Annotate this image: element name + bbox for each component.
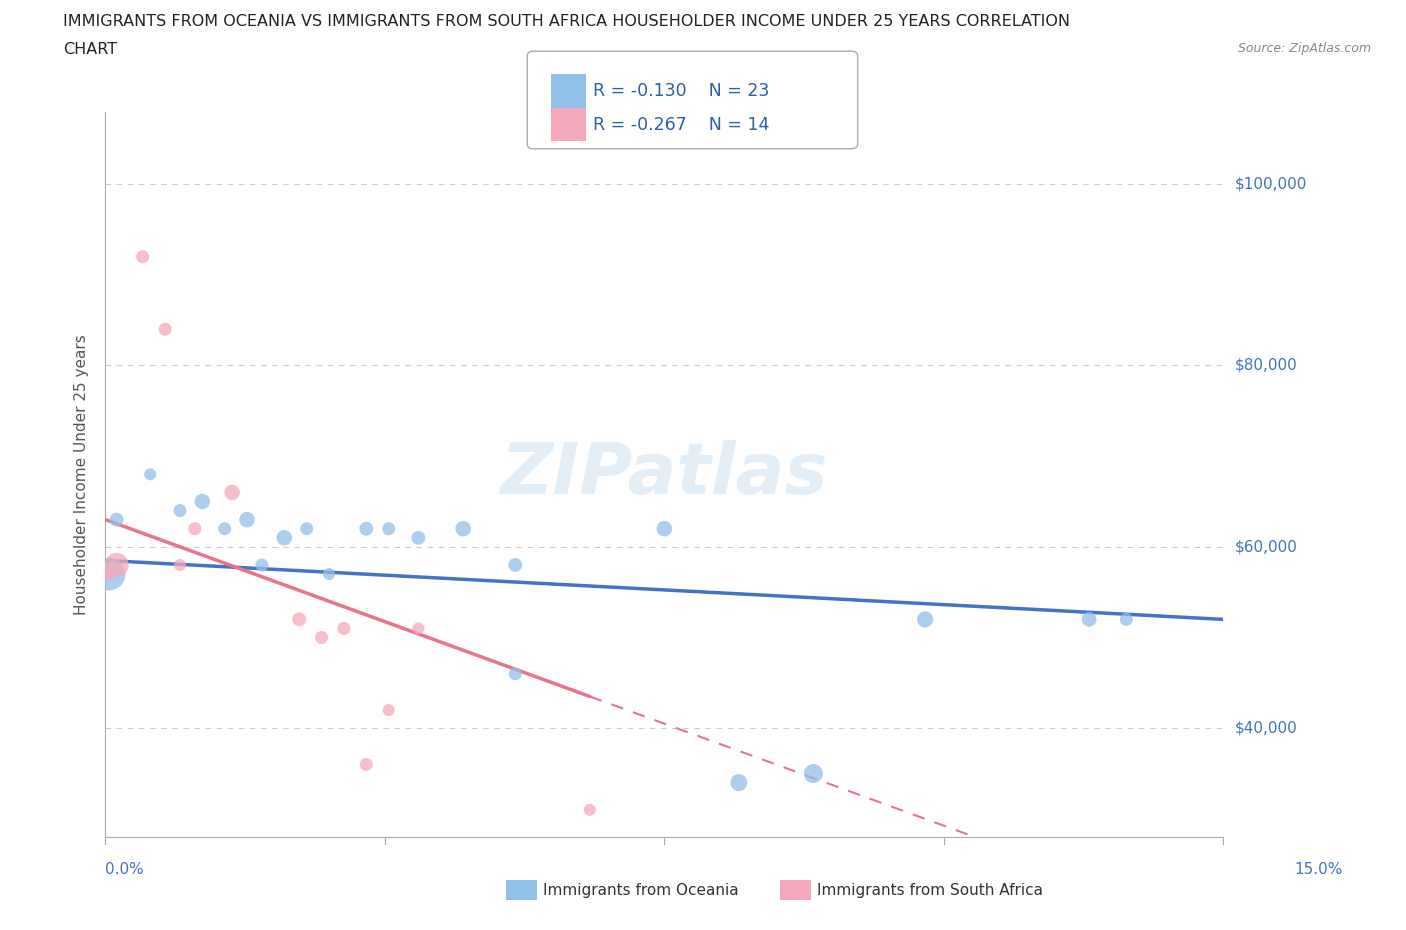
Point	[221, 485, 243, 500]
Text: CHART: CHART	[63, 42, 117, 57]
Point	[728, 776, 751, 790]
Text: Immigrants from South Africa: Immigrants from South Africa	[817, 883, 1043, 897]
Text: 15.0%: 15.0%	[1295, 862, 1343, 877]
Point	[214, 521, 236, 536]
Text: Source: ZipAtlas.com: Source: ZipAtlas.com	[1237, 42, 1371, 55]
Text: R = -0.130    N = 23: R = -0.130 N = 23	[593, 82, 769, 100]
Point	[503, 667, 526, 682]
Text: 0.0%: 0.0%	[105, 862, 145, 877]
Point	[169, 558, 191, 573]
Point	[184, 521, 207, 536]
Text: Immigrants from Oceania: Immigrants from Oceania	[543, 883, 738, 897]
Point	[503, 558, 526, 573]
Point	[191, 494, 214, 509]
Point	[169, 503, 191, 518]
Text: R = -0.267    N = 14: R = -0.267 N = 14	[593, 115, 769, 134]
Point	[295, 521, 318, 536]
Point	[288, 612, 311, 627]
Point	[139, 467, 162, 482]
Point	[98, 566, 121, 581]
Point	[98, 566, 121, 581]
Point	[579, 803, 602, 817]
Point	[153, 322, 176, 337]
Point	[451, 521, 474, 536]
Point	[354, 521, 377, 536]
Point	[914, 612, 936, 627]
Text: $100,000: $100,000	[1234, 177, 1306, 192]
Point	[1115, 612, 1137, 627]
Point	[318, 566, 340, 581]
Point	[354, 757, 377, 772]
Text: $40,000: $40,000	[1234, 721, 1298, 736]
Point	[273, 530, 295, 545]
Point	[311, 631, 333, 645]
Point	[105, 558, 128, 573]
Y-axis label: Householder Income Under 25 years: Householder Income Under 25 years	[73, 334, 89, 615]
Point	[1078, 612, 1101, 627]
Point	[408, 621, 430, 636]
Point	[377, 521, 399, 536]
Point	[250, 558, 273, 573]
Point	[803, 766, 825, 781]
Point	[377, 703, 399, 718]
Point	[236, 512, 259, 527]
Text: $80,000: $80,000	[1234, 358, 1298, 373]
Text: ZIPatlas: ZIPatlas	[501, 440, 828, 509]
Point	[333, 621, 356, 636]
Text: $60,000: $60,000	[1234, 539, 1298, 554]
Text: IMMIGRANTS FROM OCEANIA VS IMMIGRANTS FROM SOUTH AFRICA HOUSEHOLDER INCOME UNDER: IMMIGRANTS FROM OCEANIA VS IMMIGRANTS FR…	[63, 14, 1070, 29]
Point	[105, 512, 128, 527]
Point	[652, 521, 676, 536]
Point	[132, 249, 155, 264]
Point	[408, 530, 430, 545]
